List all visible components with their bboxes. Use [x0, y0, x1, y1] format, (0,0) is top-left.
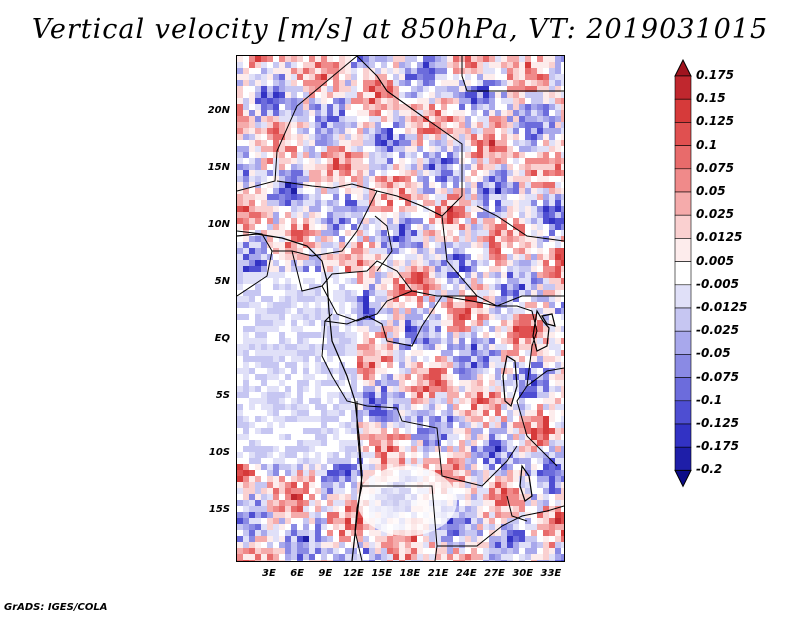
- lon-tick-label: 9E: [318, 568, 333, 579]
- colorbar: [674, 58, 692, 488]
- lat-tick-label: 10N: [207, 218, 230, 230]
- colorbar-tick-label: 0.05: [696, 184, 726, 198]
- colorbar-band: [674, 191, 692, 216]
- calm-region: [357, 466, 457, 536]
- colorbar-band: [674, 307, 692, 332]
- chart-title: Vertical velocity [m/s] at 850hPa, VT: 2…: [31, 14, 769, 45]
- lon-tick-label: 27E: [484, 568, 505, 579]
- lon-tick-label: 30E: [512, 568, 534, 579]
- colorbar-tick-label: 0.005: [696, 253, 734, 268]
- lat-tick-label: 20N: [207, 104, 230, 116]
- colorbar-band: [674, 377, 692, 402]
- lat-tick-label: EQ: [214, 332, 230, 344]
- map-canvas: [237, 56, 564, 561]
- lon-tick-label: 21E: [427, 568, 449, 579]
- lat-tick-label: 15N: [207, 161, 230, 173]
- colorbar-tick-label: 0.125: [696, 114, 734, 129]
- map-panel: [236, 55, 565, 562]
- colorbar-band: [674, 238, 692, 262]
- colorbar-tick-label: -0.2: [696, 462, 723, 477]
- colorbar-band: [674, 122, 692, 146]
- colorbar-tick-label: -0.125: [696, 416, 739, 430]
- footer-credit: GrADS: IGES/COLA: [4, 602, 108, 613]
- colorbar-band: [674, 214, 692, 239]
- colorbar-band: [674, 98, 692, 123]
- lat-tick-label: 10S: [208, 446, 230, 458]
- colorbar-tick-label: -0.075: [696, 369, 739, 384]
- colorbar-band: [674, 446, 692, 471]
- colorbar-top-arrow: [674, 58, 692, 77]
- lon-tick-label: 12E: [343, 568, 364, 579]
- lon-tick-label: 6E: [290, 568, 304, 579]
- colorbar-tick-label: -0.1: [696, 392, 723, 407]
- colorbar-band: [674, 354, 692, 378]
- colorbar-tick-label: -0.175: [696, 439, 739, 454]
- colorbar-tick-label: 0.175: [696, 68, 734, 82]
- colorbar-tick-label: -0.05: [696, 346, 731, 361]
- lat-tick-label: 15S: [208, 503, 230, 515]
- colorbar-tick-label: 0.025: [696, 207, 734, 222]
- colorbar-bottom-arrow: [674, 469, 692, 488]
- colorbar-band: [674, 75, 692, 100]
- colorbar-tick-label: -0.005: [696, 276, 739, 291]
- colorbar-band: [674, 261, 692, 286]
- colorbar-band: [674, 284, 692, 309]
- colorbar-band: [674, 168, 692, 193]
- colorbar-band: [674, 330, 692, 355]
- colorbar-tick-label: 0.075: [696, 160, 734, 175]
- lon-tick-label: 18E: [399, 568, 421, 579]
- lon-tick-label: 15E: [371, 568, 393, 579]
- lat-tick-label: 5S: [215, 389, 230, 401]
- lat-tick-label: 5N: [214, 275, 230, 287]
- coastline: [237, 233, 363, 561]
- colorbar-band: [674, 400, 692, 425]
- lon-tick-label: 3E: [261, 568, 276, 579]
- colorbar-tick-label: 0.1: [696, 137, 718, 152]
- colorbar-tick-label: 0.0125: [696, 230, 743, 245]
- lon-tick-label: 33E: [540, 568, 562, 579]
- colorbar-tick-label: -0.025: [696, 323, 739, 338]
- colorbar-tick-label: -0.0125: [696, 300, 748, 314]
- colorbar-tick-label: 0.15: [696, 91, 726, 106]
- lon-tick-label: 24E: [455, 568, 477, 579]
- colorbar-band: [674, 423, 692, 448]
- colorbar-band: [674, 145, 692, 170]
